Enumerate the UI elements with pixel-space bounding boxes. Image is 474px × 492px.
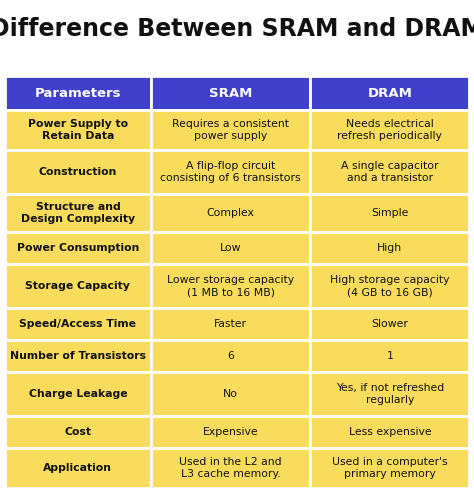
Text: Faster: Faster [214,319,247,329]
Text: Simple: Simple [371,208,409,218]
Text: Lower storage capacity
(1 MB to 16 MB): Lower storage capacity (1 MB to 16 MB) [167,275,294,297]
Text: Charge Leakage: Charge Leakage [28,389,127,399]
Bar [5,150,151,194]
Text: Structure and
Design Complexity: Structure and Design Complexity [21,202,135,224]
Bar [151,232,310,265]
Bar [310,372,469,416]
Bar [310,194,469,232]
Text: Needs electrical
refresh periodically: Needs electrical refresh periodically [337,119,442,141]
Text: 1: 1 [386,351,393,361]
Text: Expensive: Expensive [203,427,258,437]
Text: Slower: Slower [372,319,408,329]
Text: High storage capacity
(4 GB to 16 GB): High storage capacity (4 GB to 16 GB) [330,275,449,297]
Text: Difference Between SRAM and DRAM: Difference Between SRAM and DRAM [0,17,474,41]
Bar [310,308,469,340]
Text: Used in the L2 and
L3 cache memory.: Used in the L2 and L3 cache memory. [180,457,282,479]
Bar [151,340,310,372]
Text: Application: Application [44,463,112,473]
Text: No: No [223,389,238,399]
Bar [310,448,469,488]
Bar [310,265,469,308]
Bar [5,448,151,488]
Bar [151,150,310,194]
Bar [5,340,151,372]
Bar [151,448,310,488]
Text: SRAM: SRAM [209,87,253,100]
Bar [151,110,310,150]
Bar [5,194,151,232]
Text: Complex: Complex [207,208,255,218]
Bar [5,265,151,308]
Bar [5,308,151,340]
Bar [5,416,151,448]
Text: Construction: Construction [39,167,117,177]
Text: Number of Transistors: Number of Transistors [10,351,146,361]
Bar [310,110,469,150]
Text: Power Consumption: Power Consumption [17,244,139,253]
Text: Cost: Cost [64,427,91,437]
Text: 6: 6 [228,351,234,361]
Bar [151,265,310,308]
Bar [151,308,310,340]
Bar [5,372,151,416]
Text: Storage Capacity: Storage Capacity [26,281,130,291]
Text: Low: Low [220,244,241,253]
Bar [310,340,469,372]
Bar [5,232,151,265]
Text: Speed/Access Time: Speed/Access Time [19,319,137,329]
Bar [310,150,469,194]
Bar [151,76,310,110]
Bar [5,76,151,110]
Text: Less expensive: Less expensive [348,427,431,437]
Text: High: High [377,244,402,253]
Bar [310,76,469,110]
Bar [151,194,310,232]
Text: A single capacitor
and a transistor: A single capacitor and a transistor [341,161,438,183]
Bar [151,372,310,416]
Text: Yes, if not refreshed
regularly: Yes, if not refreshed regularly [336,383,444,405]
Bar [310,232,469,265]
Bar [151,416,310,448]
Text: DRAM: DRAM [367,87,412,100]
Bar [310,416,469,448]
Text: Requires a consistent
power supply: Requires a consistent power supply [172,119,289,141]
Text: Used in a computer's
primary memory: Used in a computer's primary memory [332,457,447,479]
Text: Parameters: Parameters [35,87,121,100]
Bar [5,110,151,150]
Text: Power Supply to
Retain Data: Power Supply to Retain Data [28,119,128,141]
Text: A flip-flop circuit
consisting of 6 transistors: A flip-flop circuit consisting of 6 tran… [160,161,301,183]
